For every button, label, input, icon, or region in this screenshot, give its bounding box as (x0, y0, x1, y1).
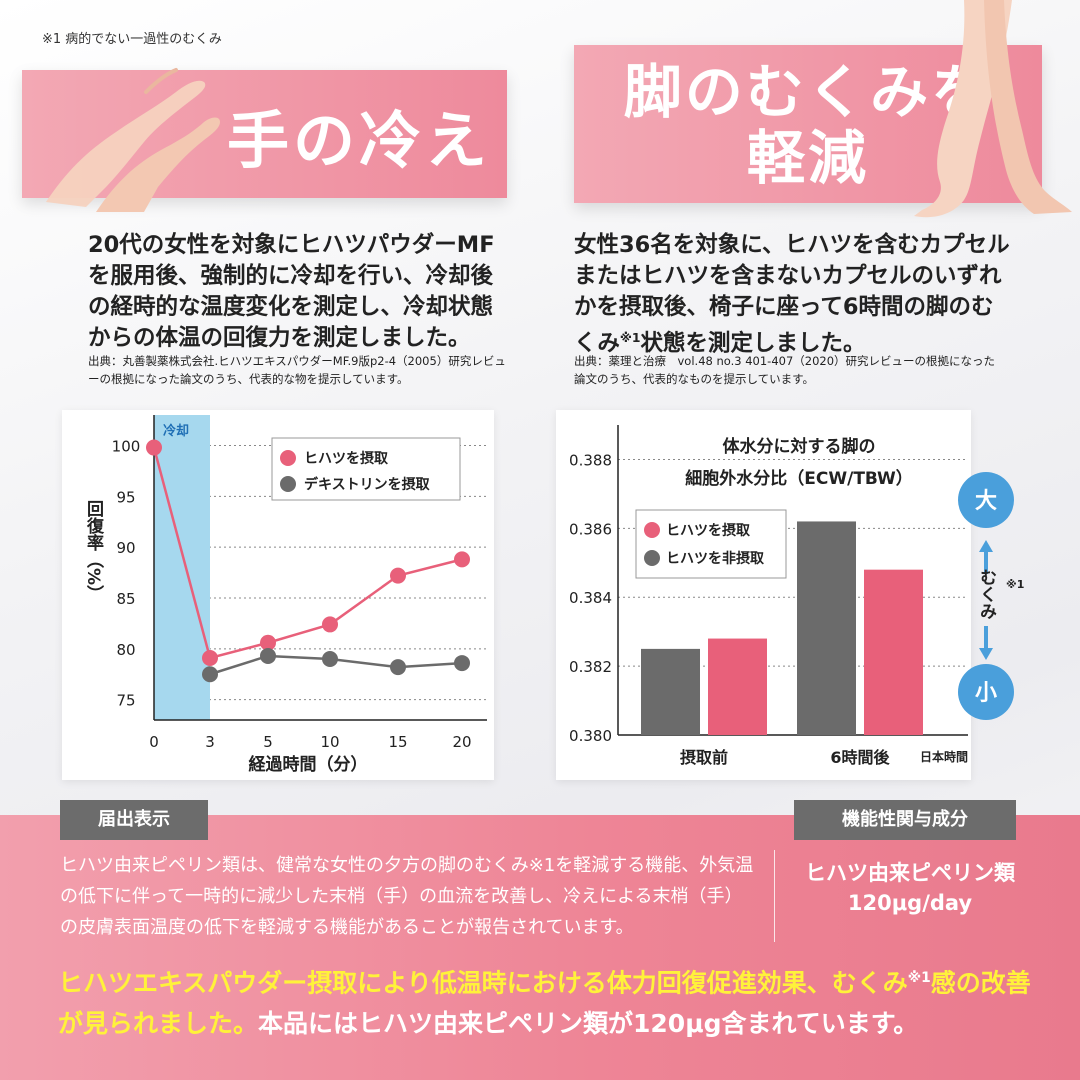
bar-chart-title-line2: 細胞外水分比（ECW/TBW） (685, 468, 912, 489)
banner-title-left: 手の冷え (227, 104, 492, 177)
x-tick-label: 5 (263, 733, 273, 751)
functional-ingredient-label: 機能性関与成分 (794, 800, 1016, 840)
scale-footnote-mark: ※1 (1006, 578, 1024, 591)
data-point (390, 659, 406, 676)
legs-illustration (914, 0, 1072, 218)
cooling-band (154, 415, 210, 720)
bar (641, 648, 700, 735)
y-tick-label: 75 (116, 692, 135, 710)
notification-label: 届出表示 (60, 800, 208, 840)
ingredient-amount: 120μg/day (847, 891, 973, 915)
legend-marker (644, 522, 660, 538)
scale-small-circle (958, 664, 1014, 720)
y-tick-label: 0.386 (569, 520, 612, 538)
ingredient-info: ヒハツ由来ピペリン類 120μg/day (780, 858, 1040, 918)
data-point (390, 567, 406, 584)
notification-text: ヒハツ由来ピペリン類は、健常な女性の夕方の脚のむくみ※1を軽減する機能、外気温の… (60, 855, 754, 938)
bar (708, 638, 767, 735)
right-source: 出典：薬理と治療 vol.48 no.3 401-407（2020）研究レビュー… (574, 354, 996, 386)
y-tick-label: 95 (116, 488, 135, 506)
y-tick-label: 85 (116, 590, 135, 608)
legend-marker (644, 550, 660, 566)
scale-label: むくみ (976, 569, 996, 620)
legend-label: ヒハツを摂取 (304, 450, 389, 467)
left-description: 20代の女性を対象にヒハツパウダーMFを服用後、強制的に冷却を行い、冷却後の経時… (88, 232, 495, 351)
legend-box (635, 509, 787, 579)
data-point (202, 666, 218, 683)
y-tick-label: 90 (116, 539, 135, 557)
bar-chart-card: 0.380 0.382 0.384 0.386 0.388 体水分に対する脚の 細胞外水… (556, 410, 971, 780)
data-point (322, 616, 338, 633)
scale-large-circle (958, 472, 1014, 528)
arrow-up-icon (979, 540, 993, 552)
x-axis-label: 経過時間（分） (249, 754, 368, 775)
y-tick-label: 80 (116, 641, 135, 659)
bottom-panel (0, 815, 1080, 1080)
line-chart: 冷却 75 80 85 90 95 100 0 3 5 10 15 20 ヒハツを摂取デキストリンを摂… (112, 415, 487, 775)
right-description: 女性36名を対象に、ヒハツを含むカプセルまたはヒハツを含まないカプセルのいずれか… (574, 232, 1010, 357)
series-line (152, 447, 463, 660)
banner-title-right-line1: 脚のむくみを (623, 58, 993, 126)
arrow-down-icon (979, 648, 993, 660)
data-point (202, 649, 218, 666)
legend-marker (280, 476, 296, 492)
left-source: 出典：丸善製薬株式会社.ヒハツエキスパウダーMF.9版p2-4（2005）研究レ… (88, 354, 506, 386)
data-point (260, 634, 276, 651)
ingredient-name: ヒハツ由来ピペリン類 (805, 861, 1015, 885)
y-axis-label: 回復率（%） (83, 500, 103, 603)
hands-illustration (46, 68, 220, 212)
time-note: 日本時間 (920, 750, 969, 764)
bar (864, 569, 923, 735)
x-tick-label: 15 (388, 733, 407, 751)
scale-small-label: 小 (975, 681, 997, 706)
x-tick-label: 0 (149, 733, 159, 751)
x-tick-label: 10 (320, 733, 339, 751)
legend-label: デキストリンを摂取 (304, 476, 431, 493)
y-tick-label: 100 (112, 438, 141, 456)
x-tick-label: 摂取前 (680, 748, 728, 767)
highlight-summary: ヒハツエキスパウダー摂取により低温時における体力回復促進効果、むくみ※1感の改善… (58, 968, 1031, 1039)
legend-label: ヒハツを摂取 (666, 522, 751, 539)
x-tick-label: 3 (205, 733, 215, 751)
banner-title-right-line2: 軽減 (746, 124, 869, 192)
y-tick-label: 0.384 (569, 589, 612, 607)
line-chart-card: 冷却 75 80 85 90 95 100 0 3 5 10 15 20 ヒハツを摂取デキストリンを摂… (62, 410, 494, 780)
y-tick-label: 0.382 (569, 658, 612, 676)
data-point (322, 651, 338, 667)
scale-large-label: 大 (975, 489, 997, 514)
divider (774, 850, 775, 942)
data-point (260, 647, 276, 664)
x-tick-label: 6時間後 (830, 748, 890, 767)
bar (797, 521, 856, 735)
legend-marker (280, 450, 296, 466)
data-point (146, 439, 162, 456)
bar-chart-title-line1: 体水分に対する脚の (723, 436, 876, 457)
footnote-definition: ※1 病的でない一過性のむくみ (42, 32, 222, 47)
data-point (454, 655, 470, 672)
x-tick-label: 20 (452, 733, 471, 751)
legend-label: ヒハツを非摂取 (666, 550, 765, 567)
cooling-band-label: 冷却 (163, 423, 189, 439)
bar-chart: 0.380 0.382 0.384 0.386 0.388 体水分に対する脚の 細胞外水… (569, 425, 968, 767)
data-point (454, 551, 470, 568)
swelling-scale: 大 小 むくみ ※1 (958, 472, 1024, 720)
y-tick-label: 0.380 (569, 727, 612, 745)
y-tick-label: 0.388 (569, 451, 612, 469)
legend-box (271, 437, 461, 501)
